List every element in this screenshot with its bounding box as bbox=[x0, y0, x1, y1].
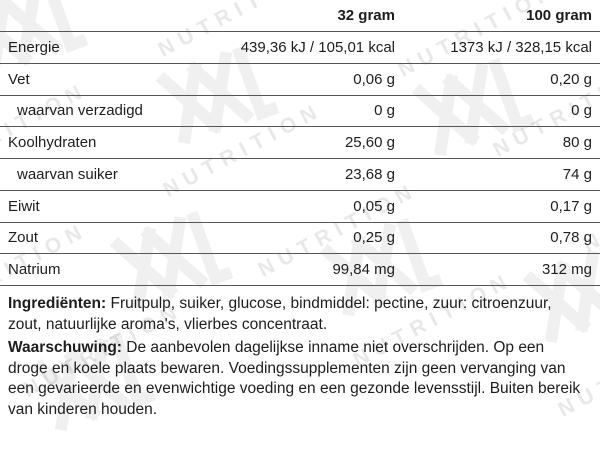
nutrition-panel: 32 gram 100 gram Energie 439,36 kJ / 105… bbox=[0, 0, 600, 420]
ingredients-label: Ingrediënten: bbox=[8, 295, 107, 312]
table-row-energie: Energie 439,36 kJ / 105,01 kcal 1373 kJ … bbox=[0, 32, 600, 64]
nutrient-value-32g: 0,25 g bbox=[353, 229, 395, 247]
nutrient-value-100g: 312 mg bbox=[541, 261, 592, 279]
nutrient-value-32g: 25,60 g bbox=[344, 134, 395, 152]
ingredients-paragraph: Ingrediënten: Fruitpulp, suiker, glucose… bbox=[8, 294, 588, 335]
nutrient-label: Koolhydraten bbox=[8, 134, 97, 152]
table-row-koolhydraten: Koolhydraten 25,60 g 80 g bbox=[0, 127, 600, 159]
table-header-row: 32 gram 100 gram bbox=[0, 0, 600, 32]
table-row-vet: Vet 0,06 g 0,20 g bbox=[0, 64, 600, 96]
nutrient-label: Natrium bbox=[8, 261, 61, 279]
nutrient-value-32g: 0,06 g bbox=[353, 70, 395, 88]
nutrient-value-100g: 0,78 g bbox=[550, 229, 592, 247]
nutrient-value-32g: 0,05 g bbox=[353, 197, 395, 215]
nutrient-value-100g: 80 g bbox=[562, 134, 592, 152]
column-header-100g: 100 gram bbox=[526, 7, 592, 24]
warning-paragraph: Waarschuwing: De aanbevolen dagelijkse i… bbox=[8, 338, 588, 420]
nutrient-label: waarvan suiker bbox=[17, 165, 118, 183]
nutrient-value-32g: 0 g bbox=[374, 102, 395, 120]
table-row-natrium: Natrium 99,84 mg 312 mg bbox=[0, 254, 600, 286]
nutrient-label: Vet bbox=[8, 70, 30, 88]
nutrient-value-100g: 0,20 g bbox=[550, 70, 592, 88]
nutrient-value-32g: 99,84 mg bbox=[332, 261, 395, 279]
nutrition-table: 32 gram 100 gram Energie 439,36 kJ / 105… bbox=[0, 0, 600, 286]
nutrient-label: Eiwit bbox=[8, 197, 40, 215]
nutrient-value-100g: 0 g bbox=[571, 102, 592, 120]
nutrient-label: Energie bbox=[8, 38, 60, 56]
table-row-zout: Zout 0,25 g 0,78 g bbox=[0, 223, 600, 255]
warning-label: Waarschuwing: bbox=[8, 339, 122, 356]
table-row-waarvan-suiker: waarvan suiker 23,68 g 74 g bbox=[0, 159, 600, 191]
nutrient-value-32g: 23,68 g bbox=[344, 165, 395, 183]
table-row-eiwit: Eiwit 0,05 g 0,17 g bbox=[0, 191, 600, 223]
column-header-32g: 32 gram bbox=[337, 7, 395, 24]
nutrient-value-100g: 74 g bbox=[562, 165, 592, 183]
nutrient-label: waarvan verzadigd bbox=[17, 102, 143, 120]
nutrient-value-32g: 439,36 kJ / 105,01 kcal bbox=[240, 38, 395, 56]
nutrient-value-100g: 0,17 g bbox=[550, 197, 592, 215]
table-row-waarvan-verzadigd: waarvan verzadigd 0 g 0 g bbox=[0, 96, 600, 128]
nutrient-label: Zout bbox=[8, 229, 39, 247]
nutrient-value-100g: 1373 kJ / 328,15 kcal bbox=[450, 38, 592, 56]
